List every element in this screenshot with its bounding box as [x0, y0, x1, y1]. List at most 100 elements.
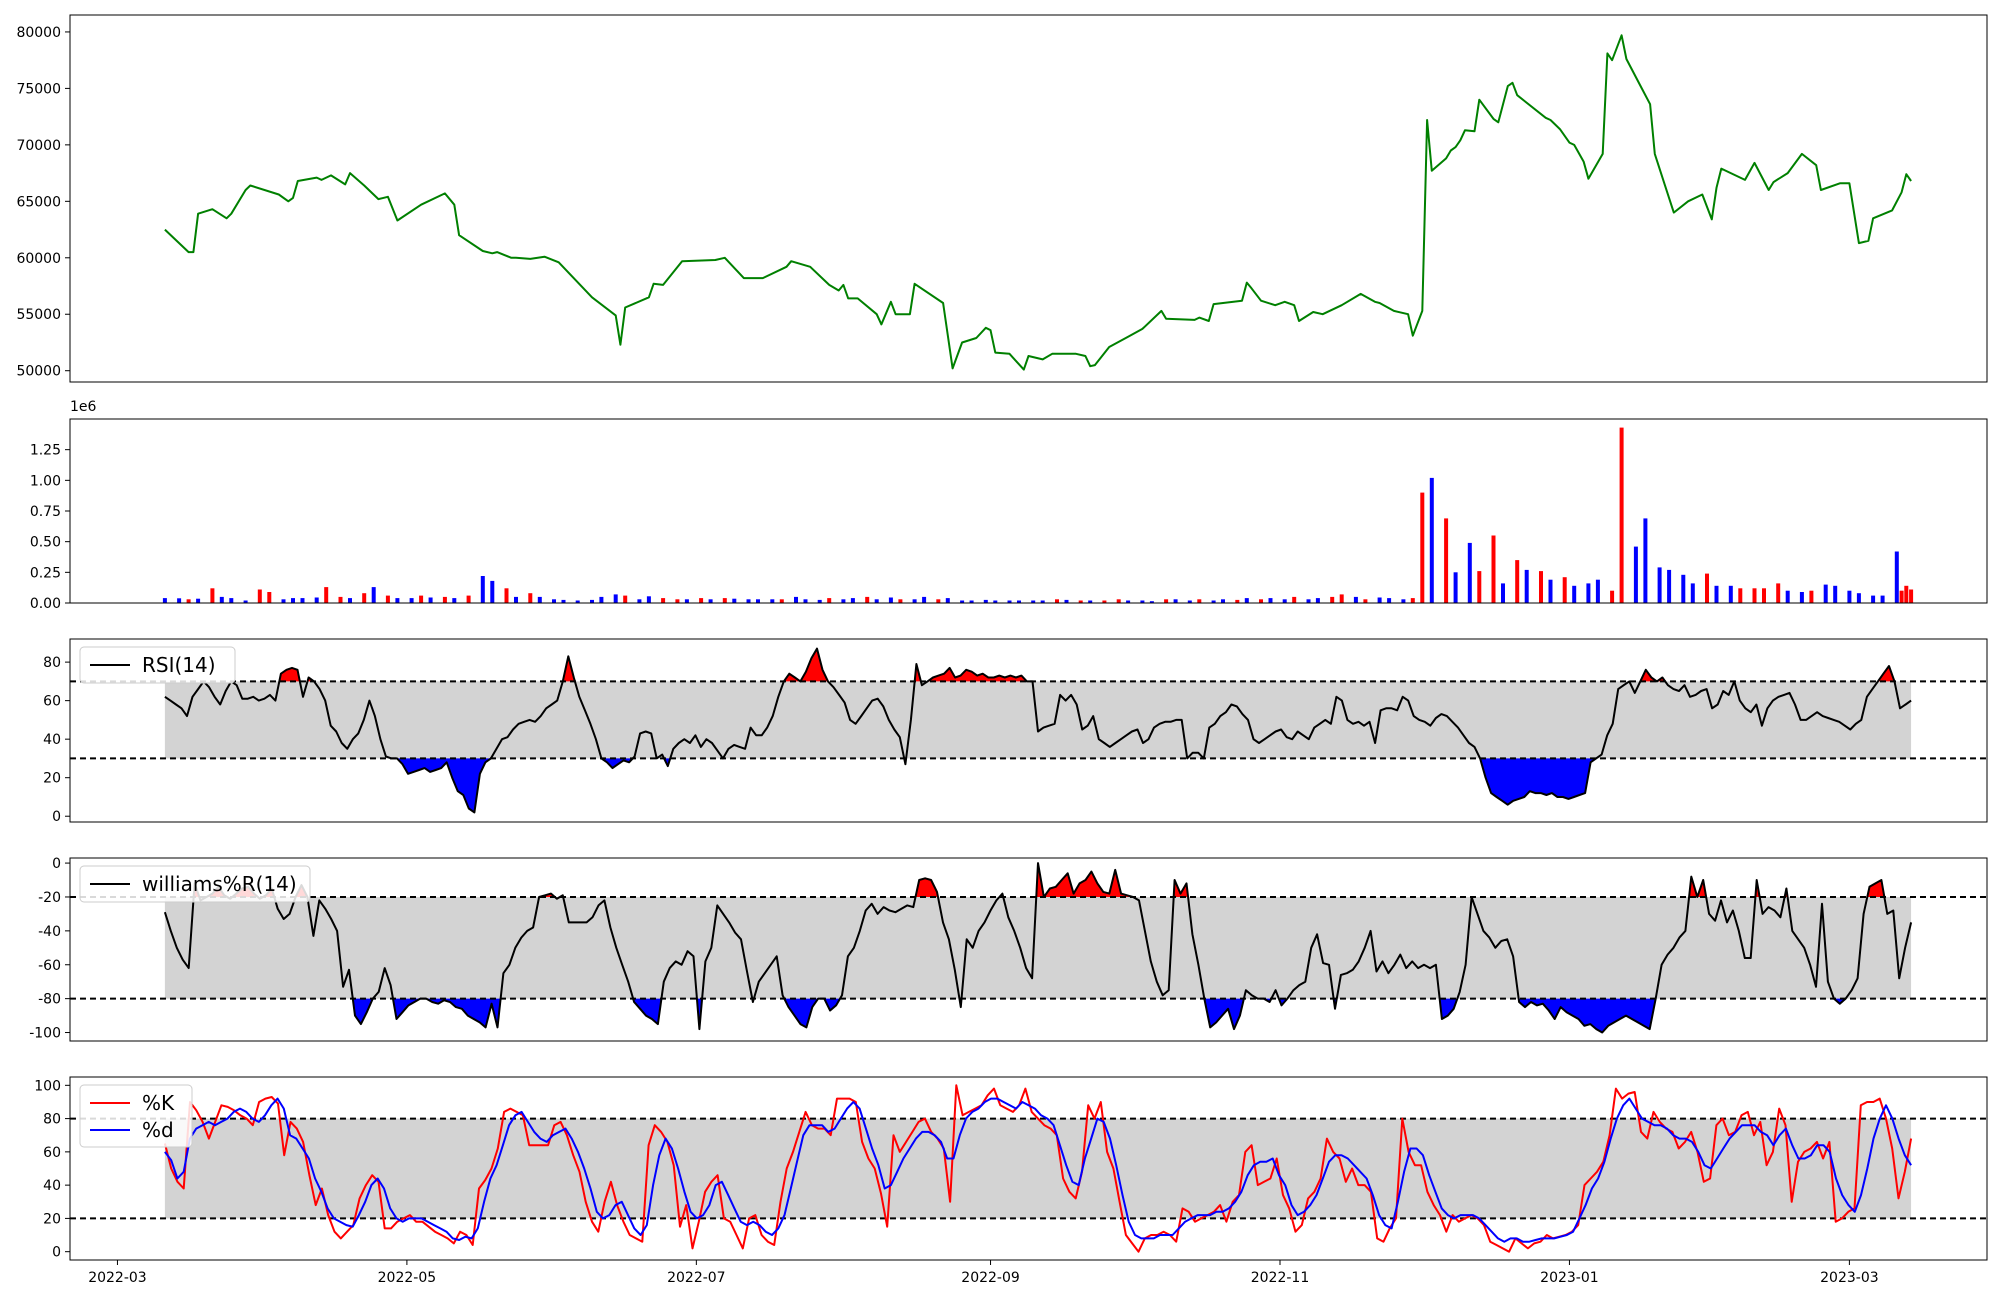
volume-bar [1453, 572, 1458, 603]
volume-bar [1809, 590, 1814, 603]
volume-bar [1116, 599, 1121, 603]
volume-bar [1363, 599, 1368, 603]
volume-bar [746, 599, 751, 603]
volume-bar [623, 595, 628, 603]
volume-bar [1126, 600, 1131, 603]
williams-legend: williams%R(14) [79, 865, 311, 903]
volume-bar [590, 599, 594, 603]
volume-bar [646, 596, 651, 603]
volume-bar [324, 587, 329, 603]
volume-bar [1562, 577, 1567, 603]
williams-ytick-label: -20 [38, 890, 61, 906]
volume-bar [1211, 600, 1216, 603]
williams-ytick-label: -100 [29, 1026, 61, 1042]
volume-bar [575, 600, 580, 603]
rsi-line [164, 647, 1912, 814]
rsi-oversold-zone-fill [397, 758, 491, 813]
volume-bar [1491, 535, 1496, 603]
williams-ytick-label: 0 [52, 856, 61, 872]
volume-bar [291, 598, 295, 603]
volume-bar [1728, 585, 1733, 603]
volume-bar [267, 592, 272, 603]
xtick-label: 2022-09 [961, 1270, 1020, 1286]
volume-bar [1880, 595, 1885, 603]
volume-bar [1401, 599, 1406, 603]
volume-bar [756, 599, 760, 603]
volume-ytick-label: 1.00 [30, 473, 61, 489]
xtick-label: 2023-03 [1820, 1270, 1879, 1286]
xtick-label: 2022-05 [378, 1270, 437, 1286]
volume-bar [528, 593, 533, 603]
volume-bar [922, 596, 927, 603]
volume-bar [983, 599, 988, 603]
volume-bar [1140, 600, 1145, 603]
williams-ytick-label: -40 [38, 924, 61, 940]
volume-bar [1705, 573, 1709, 603]
xtick-label: 2022-07 [667, 1270, 726, 1286]
volume-bar [514, 596, 518, 603]
rsi-ytick-label: 0 [52, 809, 61, 825]
price-ytick-label: 75000 [16, 81, 61, 97]
volume-bar [1572, 585, 1577, 603]
volume-bar [661, 598, 666, 603]
volume-bar [338, 596, 343, 603]
volume-bar [1268, 598, 1273, 603]
volume-bar [794, 596, 798, 603]
volume-bar [1292, 596, 1297, 603]
volume-bar [1477, 571, 1482, 603]
volume-bar [1785, 590, 1790, 603]
volume-bar [362, 593, 367, 603]
volume-bar [1871, 595, 1876, 603]
rsi-ytick-label: 40 [43, 732, 61, 748]
volume-bar [898, 599, 903, 603]
volume-bar [1619, 427, 1624, 603]
xtick-label: 2022-03 [88, 1270, 147, 1286]
volume-bar [993, 600, 998, 603]
volume-bar [699, 598, 704, 603]
volume-bar [1776, 583, 1781, 603]
volume-bar [1173, 599, 1178, 603]
xtick-label: 2022-11 [1251, 1270, 1310, 1286]
volume-bar [865, 596, 870, 603]
volume-bar [1444, 518, 1449, 603]
williams-oversold-zone-fill [1204, 998, 1244, 1030]
volume-bar [613, 594, 618, 603]
stochastic-panel-frame [69, 1076, 1988, 1261]
volume-bar [1515, 560, 1520, 603]
volume-bar [1633, 546, 1638, 603]
volume-ytick-label: 1.25 [30, 443, 61, 459]
volume-bar [684, 599, 689, 603]
volume-bar [1377, 597, 1382, 603]
volume-bar [732, 598, 737, 603]
williams-oversold-zone-fill [824, 998, 840, 1011]
price-ytick-label: 70000 [16, 138, 61, 154]
volume-bar [1909, 589, 1914, 603]
volume-bar [1017, 600, 1021, 603]
price-panel-frame [69, 14, 1988, 383]
volume-bar [912, 599, 917, 603]
williams-legend-box [79, 865, 311, 903]
williams-oversold-zone-fill [1518, 998, 1656, 1033]
volume-bar [1833, 585, 1838, 603]
volume-bar [1610, 590, 1615, 603]
volume-offset-label: 1e6 [70, 399, 97, 415]
volume-bar [1410, 598, 1415, 603]
xtick-label: 2023-01 [1540, 1270, 1599, 1286]
volume-bar [466, 595, 471, 603]
volume-bar [1681, 574, 1686, 603]
volume-bar [827, 598, 832, 603]
stochastic-ytick-label: 60 [43, 1145, 61, 1161]
stochastic-ytick-label: 100 [34, 1078, 61, 1094]
price-ytick-label: 65000 [16, 194, 61, 210]
williams-overbought-zone-fill [1173, 880, 1189, 897]
volume-bar [1187, 600, 1192, 603]
volume-bar [1078, 600, 1083, 603]
stochastic-legend-box [79, 1084, 193, 1148]
volume-bar [1762, 588, 1766, 603]
volume-bar [219, 596, 224, 603]
volume-bar [1055, 599, 1059, 603]
volume-bar [708, 599, 713, 603]
volume-bar [770, 599, 775, 603]
volume-bar [409, 598, 414, 603]
d-line [164, 1097, 1912, 1243]
